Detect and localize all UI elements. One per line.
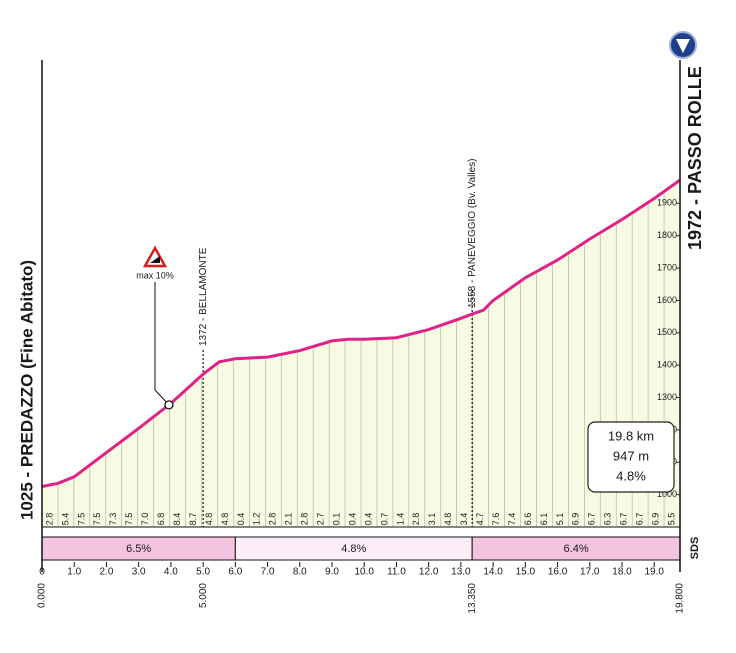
gradient-label: 5.4 [60,513,70,526]
x-tick-label: 19.0 [644,567,664,578]
section-label: 4.8% [341,543,366,555]
gradient-label: 7.6 [491,513,501,526]
y-tick-label: 1500 [657,327,677,337]
gradient-label: 7.3 [108,513,118,526]
x-tick-label: 6.0 [228,567,242,578]
gradient-label: 8.4 [172,513,182,526]
gradient-label: 0.7 [379,513,389,526]
y-tick-label: 1900 [657,198,677,208]
finish-label: 1972 - PASSO ROLLE [685,66,705,250]
gradient-label: 3.1 [427,513,437,526]
x-tick-label: 4.0 [164,567,178,578]
gradient-label: 6.7 [619,513,629,526]
y-tick-label: 1000 [657,489,677,499]
x-tick-label: 2.0 [99,567,113,578]
gradient-label: 4.8 [204,513,214,526]
warning-leader [154,282,170,406]
x-tick-label: 14.0 [483,567,503,578]
x-tick-label: 1.0 [67,567,81,578]
gradient-label: 3.4 [459,513,469,526]
gradient-label: 2.8 [300,513,310,526]
gradient-label: 0.4 [363,513,373,526]
waypoint-label: 1558 - PANEVEGGIO (Bv. Valles) [467,159,478,309]
gradient-label: 6.3 [603,513,613,526]
gradient-label: 4.8 [443,513,453,526]
gradient-label: 6.7 [635,513,645,526]
logo: SDS [689,537,701,560]
key-distance: 0.000 [37,583,48,608]
gradient-label: 0.4 [347,513,357,526]
gradient-label: 0.4 [236,513,246,526]
waypoint-label: 1372 - BELLAMONTE [198,247,209,346]
gradient-label: 6.1 [539,513,549,526]
section-label: 6.4% [564,543,589,555]
summary-line: 947 m [613,448,649,463]
gradient-label: 2.7 [316,513,326,526]
y-tick-label: 1400 [657,360,677,370]
profile-line [41,178,681,488]
y-tick-label: 1700 [657,262,677,272]
summary-line: 4.8% [616,468,646,483]
x-tick-label: 3.0 [132,567,146,578]
gradient-label: 6.6 [523,513,533,526]
gradient-label: 8.7 [188,513,198,526]
section-label: 6.5% [126,543,151,555]
x-tick-label: 9.0 [325,567,339,578]
key-distance: 5.000 [198,583,209,608]
gradient-label: 7.0 [140,513,150,526]
max-gradient-marker [164,400,174,410]
gradient-label: 4.7 [475,513,485,526]
gradient-label: 7.4 [507,513,517,526]
gradient-label: 7.5 [76,513,86,526]
y-tick-label: 1600 [657,295,677,305]
x-tick-label: 16.0 [548,567,568,578]
gradient-label: 4.8 [220,513,230,526]
gradient-label: 6.7 [587,513,597,526]
x-tick-label: 12.0 [419,567,439,578]
x-tick-label: 7.0 [261,567,275,578]
gradient-label: 6.9 [571,513,581,526]
x-tick-label: 5.0 [196,567,210,578]
x-tick-label: 11.0 [387,567,406,578]
gradient-label: 2.8 [411,513,421,526]
gradient-label: 0.1 [331,513,341,526]
finish-logo-mark [676,39,690,53]
x-tick-label: 18.0 [612,567,632,578]
gradient-label: 1.2 [252,513,262,526]
x-tick-label: 8.0 [293,567,307,578]
gradient-label: 6.9 [650,513,660,526]
gradient-label: 6.8 [156,513,166,526]
gradient-label: 7.5 [92,513,102,526]
warning-slope [150,256,160,263]
y-tick-label: 1300 [657,392,677,402]
gradient-label: 5.1 [555,513,565,526]
x-tick-label: 17.0 [580,567,600,578]
gradient-label: 2.8 [268,513,278,526]
gradient-label: 2.8 [44,513,54,526]
summary-box [587,421,675,493]
key-distance: 19.800 [675,583,686,614]
gradient-label: 1.4 [395,513,405,526]
gradient-label: 2.1 [284,513,294,526]
start-label: 1025 - PREDAZZO (Fine Abitato) [17,260,36,520]
gradient-label: 7.5 [124,513,134,526]
x-tick-label: 15.0 [516,567,536,578]
gradient-label: 5.5 [666,513,676,526]
x-tick-label: 0 [39,567,45,578]
warning-label: max 10% [136,270,174,280]
summary-line: 19.8 km [608,428,654,443]
x-tick-label: 13.0 [451,567,471,578]
key-distance: 13.350 [467,583,478,614]
x-tick-label: 10.0 [354,567,374,578]
y-tick-label: 1800 [657,230,677,240]
warning-icon [142,245,168,268]
